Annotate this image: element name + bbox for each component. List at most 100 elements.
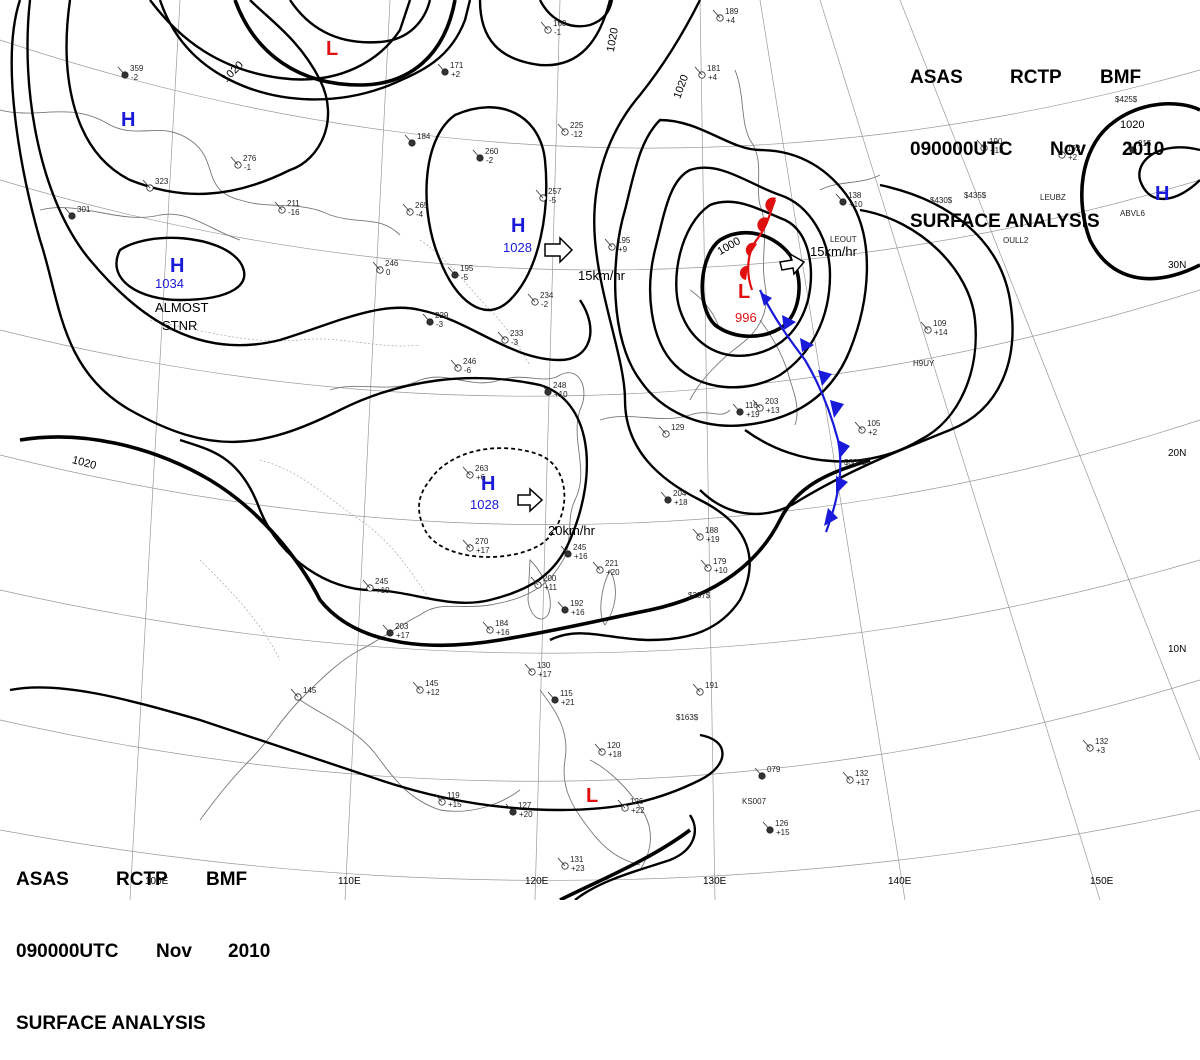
station-tendency: +13 bbox=[990, 146, 1004, 155]
station-tendency: +12 bbox=[426, 688, 440, 697]
station-tendency: -5 bbox=[549, 196, 557, 205]
station-tendency: -2 bbox=[486, 156, 494, 165]
movement-arrow-icon bbox=[517, 487, 544, 513]
station-tendency: +17 bbox=[856, 778, 870, 787]
station-pressure: 203 bbox=[765, 397, 779, 406]
station-plot: 192+2 bbox=[1054, 144, 1081, 162]
low-center: L bbox=[738, 281, 750, 303]
wind-barb-icon bbox=[462, 539, 471, 549]
station-plot: 195-5 bbox=[447, 264, 474, 282]
station-tendency: +11 bbox=[544, 583, 558, 592]
graticule bbox=[0, 0, 1200, 900]
station-plot: 245+16 bbox=[560, 543, 588, 561]
high-center: H bbox=[1155, 183, 1169, 205]
station-pressure: 105 bbox=[867, 419, 881, 428]
station-plot: 138+10 bbox=[835, 191, 863, 209]
cold-front-triangle bbox=[818, 370, 832, 386]
station-plot: 184 bbox=[404, 132, 431, 147]
station-pressure: 079 bbox=[767, 765, 781, 774]
station-pressure: 203 bbox=[395, 622, 409, 631]
cold-front-triangle bbox=[836, 476, 848, 494]
wind-barb-icon bbox=[712, 9, 721, 19]
header-station: RCTP bbox=[116, 869, 168, 890]
wind-barb-icon bbox=[1125, 141, 1134, 151]
station-plot: 130+17 bbox=[524, 661, 552, 679]
station-id: $435$ bbox=[964, 191, 987, 200]
movement-speed: 20km/hr bbox=[548, 523, 596, 538]
wind-barb-icon bbox=[447, 266, 456, 276]
wind-barb-icon bbox=[754, 767, 763, 777]
wind-barb-icon bbox=[920, 321, 929, 331]
station-plot: 204+18 bbox=[660, 489, 688, 507]
station-plot: 120+18 bbox=[594, 741, 622, 759]
pressure-centers: H H 1034 H 1028 H 1028 H L L 996 L bbox=[121, 38, 1169, 807]
wind-barb-icon bbox=[450, 359, 459, 369]
wind-barb-icon bbox=[540, 21, 549, 31]
station-plot: 116+19 bbox=[732, 401, 760, 419]
wind-barb-icon bbox=[560, 545, 569, 555]
station-tendency: +10 bbox=[714, 566, 728, 575]
station-pressure: 200 bbox=[543, 574, 557, 583]
station-pressure: 192 bbox=[570, 599, 584, 608]
station-plot: 126+22 bbox=[617, 797, 645, 815]
header-center: ASAS bbox=[910, 67, 963, 88]
station-tendency: +10 bbox=[849, 200, 863, 209]
wind-barb-icon bbox=[422, 313, 431, 323]
header-time: 090000UTC bbox=[16, 941, 119, 962]
lon-label: 150E bbox=[1090, 876, 1114, 887]
wind-barb-icon bbox=[658, 425, 667, 435]
station-tendency: +4 bbox=[708, 73, 718, 82]
station-id: $163$ bbox=[676, 713, 699, 722]
station-pressure: 115 bbox=[560, 689, 573, 698]
warm-front-semicircle bbox=[765, 197, 776, 212]
station-pressure: 301 bbox=[77, 205, 91, 214]
station-plot: 184+16 bbox=[482, 619, 510, 637]
station-tendency: +18 bbox=[608, 750, 622, 759]
grid-labels: 30N 20N 10N 100E 110E 120E 130E 140E 150… bbox=[145, 260, 1186, 887]
wind-barb-icon bbox=[472, 149, 481, 159]
station-tendency: +15 bbox=[776, 828, 790, 837]
station-plot: 179+10 bbox=[700, 557, 728, 575]
high-center: H bbox=[511, 215, 525, 237]
station-pressure: 192 bbox=[1067, 144, 1081, 153]
station-tendency: -1 bbox=[554, 28, 562, 37]
station-pressure: 265 bbox=[415, 201, 429, 210]
station-tendency: 0 bbox=[386, 268, 391, 277]
note-text: STNR bbox=[162, 318, 197, 333]
station-plot: 115+21 bbox=[547, 689, 575, 707]
station-tendency: -12 bbox=[571, 130, 583, 139]
wind-barb-icon bbox=[437, 63, 446, 73]
station-id: ABVL6 bbox=[1120, 209, 1145, 218]
lat-label: 30N bbox=[1168, 260, 1186, 271]
station-tendency: +16 bbox=[496, 628, 510, 637]
station-tendency: +9 bbox=[618, 245, 628, 254]
station-plot: 260-2 bbox=[472, 147, 499, 165]
station-id: OULL2 bbox=[1003, 236, 1029, 245]
wind-barb-icon bbox=[530, 576, 539, 586]
wind-barb-icon bbox=[732, 403, 741, 413]
low-center: L bbox=[586, 785, 598, 807]
station-plot: 132+17 bbox=[842, 769, 870, 787]
station-plot: 359-2 bbox=[117, 64, 144, 82]
station-pressure: 119 bbox=[447, 791, 460, 800]
station-tendency: +21 bbox=[561, 698, 575, 707]
station-plot: 191 bbox=[692, 681, 719, 696]
header-month: Nov bbox=[156, 941, 192, 962]
station-plot: 203+17 bbox=[382, 622, 410, 640]
wind-barb-icon bbox=[547, 691, 556, 701]
wind-barb-icon bbox=[382, 624, 391, 634]
station-plot: 195+9 bbox=[604, 236, 631, 254]
wind-barb-icon bbox=[412, 681, 421, 691]
station-pressure: 263 bbox=[475, 464, 489, 473]
station-plot: 145+12 bbox=[412, 679, 440, 697]
station-plot: 127+20 bbox=[505, 801, 533, 819]
chart-header-bottom: ASAS RCTP BMF 090000UTC Nov 2010 SURFACE ANA… bbox=[16, 820, 270, 1060]
wind-barb-icon bbox=[854, 421, 863, 431]
wind-barb-icon bbox=[557, 601, 566, 611]
cold-front-triangle bbox=[782, 315, 796, 330]
note-text: ALMOST bbox=[155, 300, 209, 315]
high-pressure-value: 1034 bbox=[155, 276, 184, 291]
station-plot: 263+6 bbox=[462, 464, 489, 482]
station-plot: 190+13 bbox=[976, 137, 1004, 155]
station-pressure: 145 bbox=[303, 686, 317, 695]
